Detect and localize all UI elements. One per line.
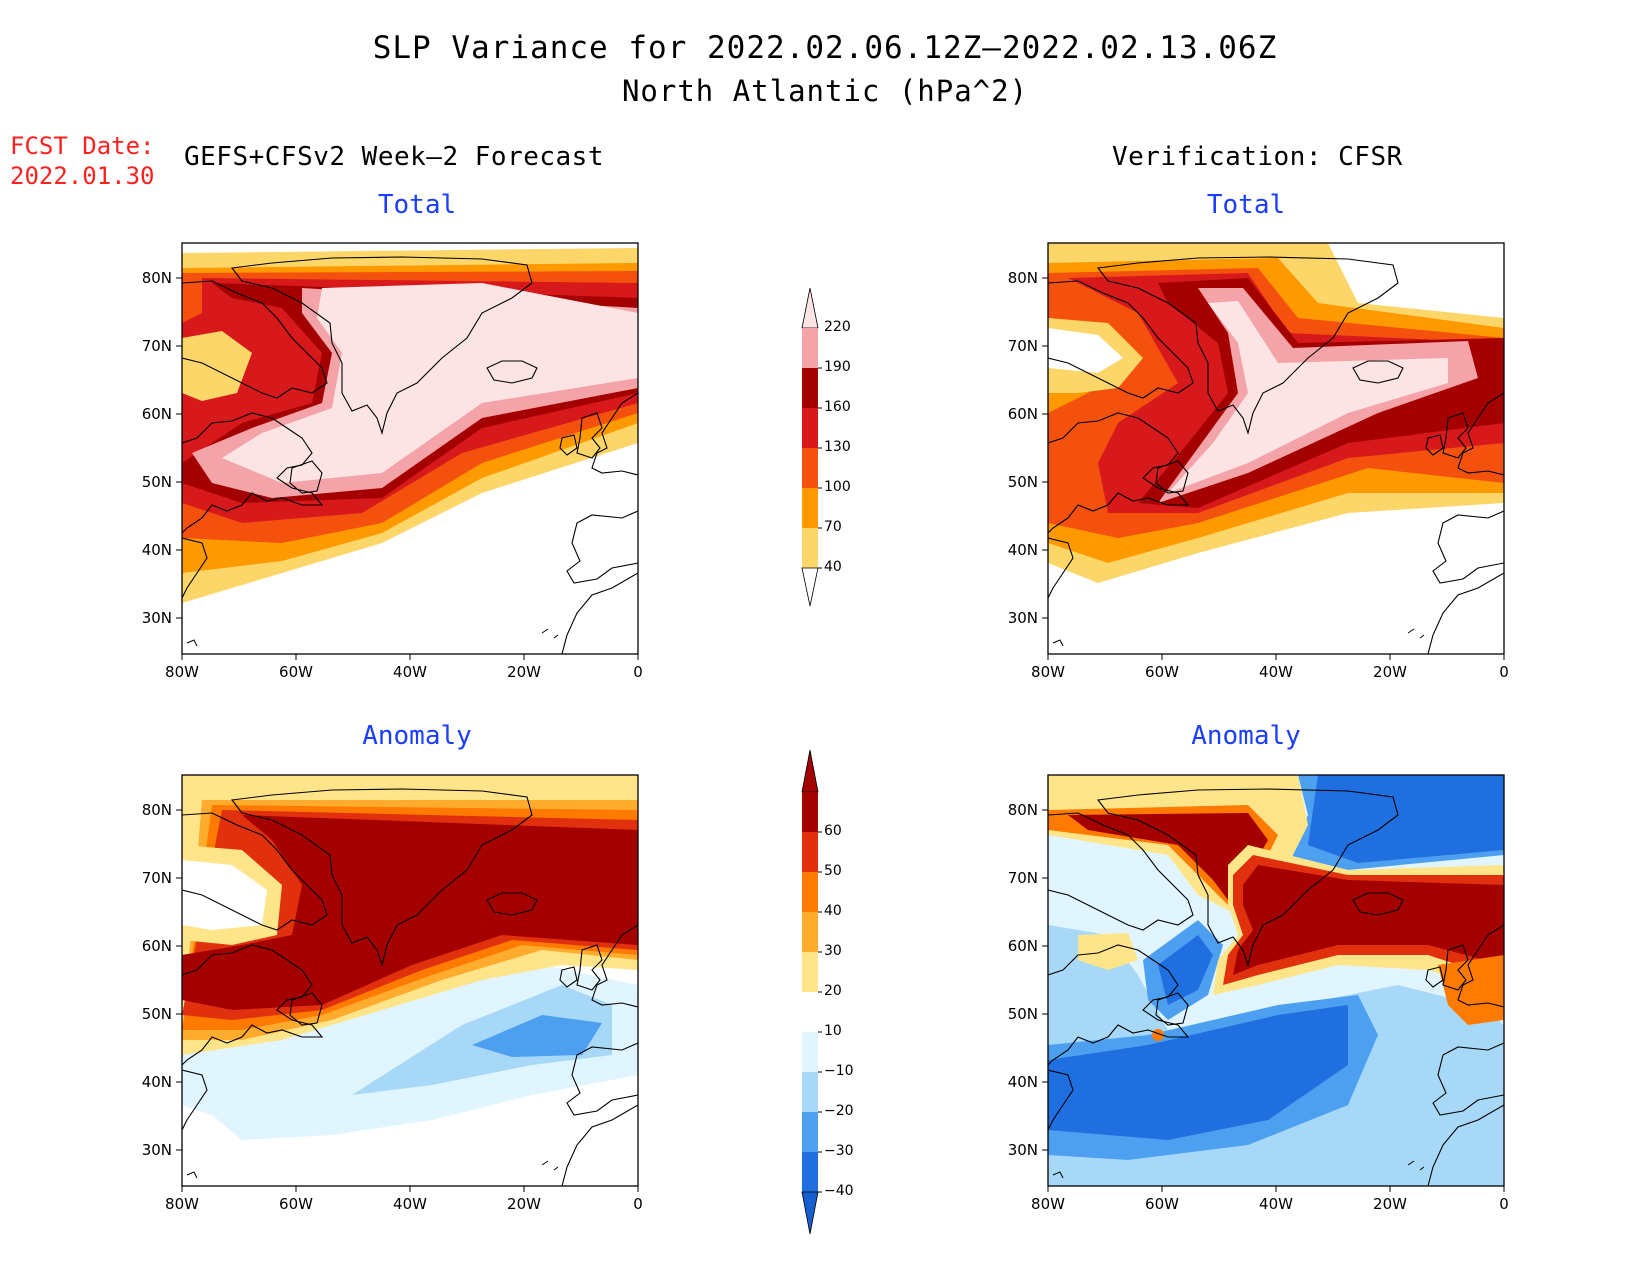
lat-tick-label: 60N (141, 405, 172, 423)
lon-tick-label: 20W (1373, 1195, 1407, 1213)
lon-tick-label: 60W (1145, 663, 1179, 681)
colorbar-label: 30 (824, 943, 842, 959)
colorbar-anomaly (801, 749, 822, 1235)
colorbar-swatch (802, 448, 818, 488)
colorbar-label: 70 (824, 519, 842, 535)
colorbar-label: 100 (824, 479, 851, 495)
colorbar-swatch (802, 408, 818, 448)
lat-tick-label: 40N (141, 1073, 172, 1091)
lat-tick-label: 40N (1007, 541, 1038, 559)
lon-tick-label: 80W (165, 1195, 199, 1213)
map-forecast-anomaly (182, 775, 638, 1186)
panel-title-verification-anomaly: Anomaly (1191, 721, 1301, 751)
colorbar-swatch (802, 792, 818, 832)
colorbar-swatch (802, 528, 818, 568)
colorbar-top-triangle (801, 749, 819, 793)
lat-tick-label: 70N (141, 869, 172, 887)
colorbar-swatch (802, 1032, 818, 1072)
colorbar-swatch (802, 368, 818, 408)
colorbar-label: −40 (824, 1183, 854, 1199)
colorbar-label: 40 (824, 559, 842, 575)
lat-tick-label: 40N (1007, 1073, 1038, 1091)
chart-subtitle: North Atlantic (hPa^2) (621, 74, 1029, 108)
lat-tick-label: 80N (141, 801, 172, 819)
axis-ticks (176, 277, 1505, 1192)
colorbar-top-triangle (801, 287, 819, 329)
lat-tick-label: 50N (1007, 1005, 1038, 1023)
chart-title: SLP Variance for 2022.02.06.12Z–2022.02.… (372, 30, 1278, 66)
lon-tick-label: 80W (165, 663, 199, 681)
colorbar-label: 40 (824, 903, 842, 919)
lat-tick-label: 40N (141, 541, 172, 559)
map-verification-total (1048, 243, 1504, 654)
colorbar-swatch (802, 832, 818, 872)
lat-tick-label: 30N (1007, 1141, 1038, 1159)
colorbar-swatch (802, 952, 818, 992)
lon-tick-label: 40W (393, 1195, 427, 1213)
colorbar-label: 130 (824, 439, 851, 455)
panel-title-verification-total: Total (1206, 190, 1286, 220)
map-forecast-total (182, 243, 638, 654)
colorbar-label: −20 (824, 1103, 854, 1119)
lat-tick-label: 30N (141, 609, 172, 627)
colorbar-label: 160 (824, 399, 851, 415)
fcst-date-value: 2022.01.30 (10, 162, 155, 190)
lat-tick-label: 60N (1007, 937, 1038, 955)
colorbar-swatch (802, 488, 818, 528)
lon-tick-label: 0 (633, 663, 643, 681)
colorbar-label: 220 (824, 319, 851, 335)
colorbar-swatch (802, 328, 818, 368)
lon-tick-label: 60W (1145, 1195, 1179, 1213)
lat-tick-label: 60N (141, 937, 172, 955)
colorbar-swatch (802, 912, 818, 952)
lon-tick-label: 0 (633, 1195, 643, 1213)
lon-tick-label: 60W (279, 1195, 313, 1213)
lat-tick-label: 70N (1007, 869, 1038, 887)
colorbar-label: −10 (824, 1063, 854, 1079)
lon-tick-label: 0 (1499, 663, 1509, 681)
panel-title-forecast-total: Total (377, 190, 457, 220)
lat-tick-label: 50N (141, 1005, 172, 1023)
verification-heading: Verification: CFSR (1112, 142, 1403, 172)
colorbar-label: 190 (824, 359, 851, 375)
lat-tick-label: 80N (1007, 801, 1038, 819)
lon-tick-label: 40W (1259, 663, 1293, 681)
lon-tick-label: 20W (1373, 663, 1407, 681)
lon-tick-label: 60W (279, 663, 313, 681)
lat-tick-label: 70N (141, 337, 172, 355)
colorbar-label: −30 (824, 1143, 854, 1159)
colorbar-label: 10 (824, 1023, 842, 1039)
lat-tick-label: 30N (1007, 609, 1038, 627)
colorbar-bottom-triangle (801, 567, 819, 607)
map-verification-anomaly (1048, 775, 1504, 1186)
colorbar-bottom-triangle (801, 1191, 819, 1235)
lon-tick-label: 40W (393, 663, 427, 681)
lat-tick-label: 60N (1007, 405, 1038, 423)
lon-tick-label: 80W (1031, 663, 1065, 681)
colorbar-swatch (802, 1152, 818, 1192)
colorbar-swatch (802, 872, 818, 912)
lat-tick-label: 70N (1007, 337, 1038, 355)
lon-tick-label: 0 (1499, 1195, 1509, 1213)
colorbar-swatch (802, 1112, 818, 1152)
colorbar-label: 60 (824, 823, 842, 839)
lat-tick-label: 80N (141, 269, 172, 287)
panel-title-forecast-anomaly: Anomaly (362, 721, 472, 751)
lon-tick-label: 80W (1031, 1195, 1065, 1213)
lat-tick-label: 50N (1007, 473, 1038, 491)
colorbar-label: 20 (824, 983, 842, 999)
colorbar-total (801, 287, 822, 607)
lat-tick-label: 30N (141, 1141, 172, 1159)
colorbar-label: 50 (824, 863, 842, 879)
forecast-heading: GEFS+CFSv2 Week–2 Forecast (184, 142, 604, 172)
lon-tick-label: 20W (507, 663, 541, 681)
lon-tick-label: 20W (507, 1195, 541, 1213)
lat-tick-label: 50N (141, 473, 172, 491)
colorbar-swatch (802, 992, 818, 1032)
colorbar-swatch (802, 1072, 818, 1112)
fcst-date-label: FCST Date: (10, 132, 155, 160)
lon-tick-label: 40W (1259, 1195, 1293, 1213)
lat-tick-label: 80N (1007, 269, 1038, 287)
